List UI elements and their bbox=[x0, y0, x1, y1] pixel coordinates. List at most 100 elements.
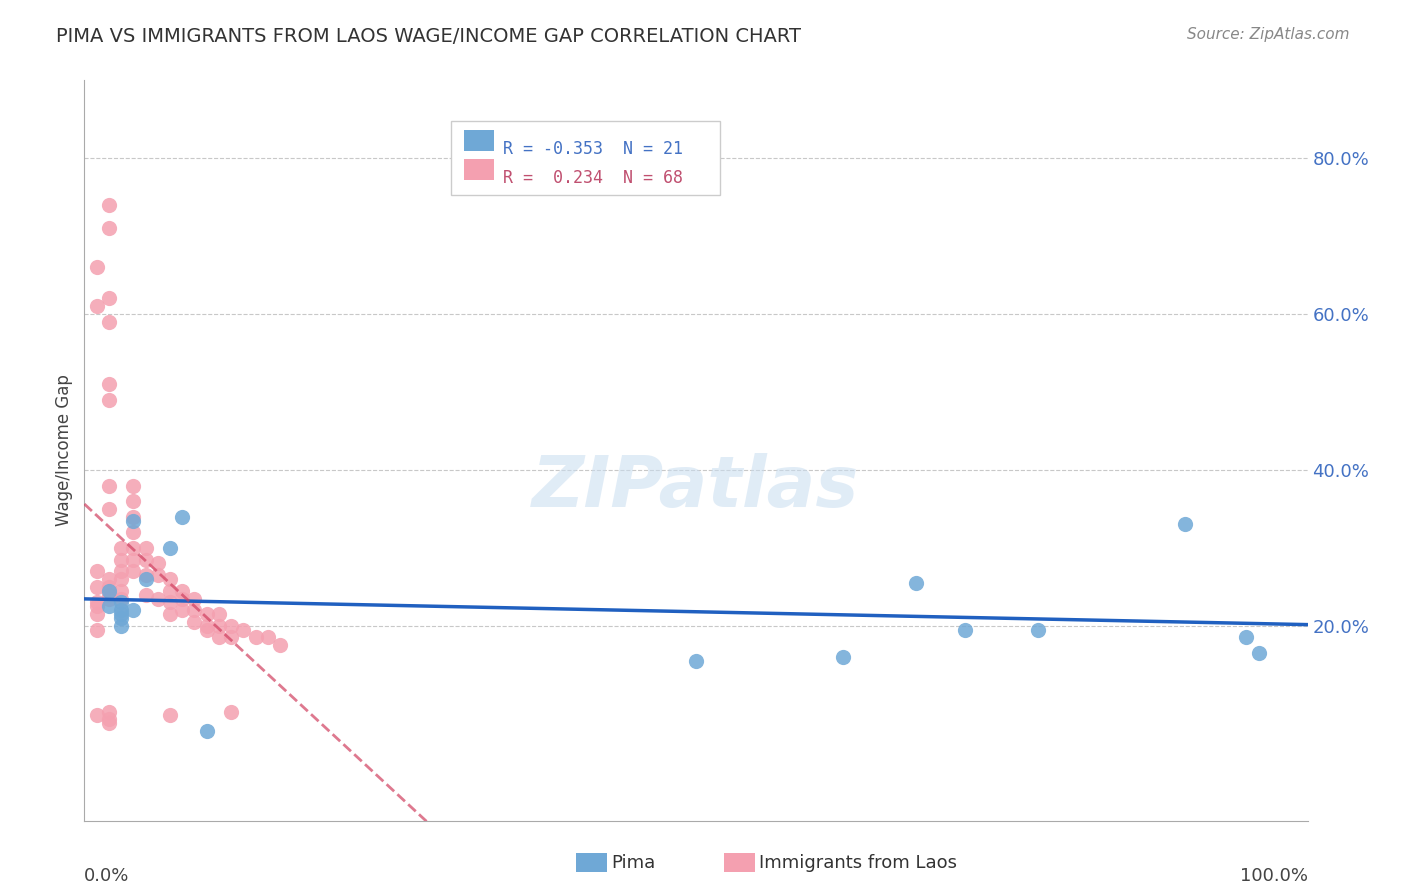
Point bbox=[97, 377, 120, 392]
Point bbox=[110, 603, 132, 617]
Text: 0.0%: 0.0% bbox=[84, 867, 129, 886]
Point bbox=[122, 603, 145, 617]
Point bbox=[135, 541, 157, 555]
Point bbox=[86, 595, 108, 609]
Point bbox=[97, 292, 120, 306]
Point bbox=[1028, 623, 1050, 637]
Text: R =  0.234  N = 68: R = 0.234 N = 68 bbox=[503, 169, 683, 187]
Point bbox=[1174, 517, 1197, 532]
Point bbox=[208, 607, 231, 621]
Point bbox=[146, 568, 169, 582]
Point bbox=[159, 607, 181, 621]
Point bbox=[97, 588, 120, 602]
Point bbox=[172, 603, 194, 617]
Point bbox=[122, 514, 145, 528]
Point bbox=[110, 619, 132, 633]
Point bbox=[122, 552, 145, 566]
Point bbox=[86, 580, 108, 594]
Point bbox=[195, 607, 218, 621]
Point bbox=[257, 631, 280, 645]
Point bbox=[146, 591, 169, 606]
Point bbox=[97, 572, 120, 586]
Point bbox=[219, 631, 242, 645]
Point bbox=[208, 631, 231, 645]
Point bbox=[110, 611, 132, 625]
Point bbox=[97, 705, 120, 719]
Point bbox=[122, 478, 145, 492]
Point bbox=[122, 525, 145, 540]
Text: Pima: Pima bbox=[612, 854, 655, 871]
Point bbox=[172, 509, 194, 524]
Point bbox=[122, 494, 145, 508]
Point bbox=[110, 607, 132, 621]
Point bbox=[86, 299, 108, 313]
Point bbox=[219, 705, 242, 719]
Point bbox=[183, 591, 205, 606]
Point bbox=[110, 552, 132, 566]
Point bbox=[219, 619, 242, 633]
Y-axis label: Wage/Income Gap: Wage/Income Gap bbox=[55, 375, 73, 526]
Point bbox=[245, 631, 267, 645]
Point bbox=[195, 724, 218, 739]
Point bbox=[97, 712, 120, 726]
Point bbox=[86, 564, 108, 578]
Point bbox=[110, 572, 132, 586]
Bar bbox=[464, 130, 494, 151]
Point bbox=[135, 572, 157, 586]
Point bbox=[208, 619, 231, 633]
Point bbox=[97, 221, 120, 235]
Point bbox=[110, 595, 132, 609]
Point bbox=[97, 599, 120, 614]
Point bbox=[97, 315, 120, 329]
Point bbox=[146, 557, 169, 571]
Point bbox=[122, 509, 145, 524]
Text: ZIPatlas: ZIPatlas bbox=[533, 453, 859, 522]
Text: Immigrants from Laos: Immigrants from Laos bbox=[759, 854, 957, 871]
Point bbox=[172, 583, 194, 598]
Point bbox=[269, 638, 291, 652]
Point bbox=[1236, 631, 1258, 645]
Point bbox=[122, 564, 145, 578]
Text: R = -0.353  N = 21: R = -0.353 N = 21 bbox=[503, 139, 683, 158]
Point bbox=[159, 583, 181, 598]
Point bbox=[183, 603, 205, 617]
Point bbox=[831, 650, 853, 665]
Point bbox=[195, 619, 218, 633]
Point bbox=[195, 623, 218, 637]
Point bbox=[159, 708, 181, 723]
Point bbox=[97, 580, 120, 594]
Point bbox=[86, 708, 108, 723]
Point bbox=[135, 568, 157, 582]
Text: Source: ZipAtlas.com: Source: ZipAtlas.com bbox=[1187, 27, 1350, 42]
Bar bbox=[464, 160, 494, 180]
Point bbox=[159, 572, 181, 586]
Point bbox=[172, 591, 194, 606]
Point bbox=[97, 198, 120, 212]
Point bbox=[86, 623, 108, 637]
Point bbox=[97, 583, 120, 598]
Point bbox=[97, 502, 120, 516]
Point bbox=[135, 588, 157, 602]
Point bbox=[183, 615, 205, 629]
Point bbox=[97, 716, 120, 731]
Point bbox=[97, 591, 120, 606]
Point bbox=[110, 564, 132, 578]
Point bbox=[97, 392, 120, 407]
Point bbox=[953, 623, 976, 637]
Point bbox=[905, 576, 928, 591]
Point bbox=[232, 623, 254, 637]
Point bbox=[86, 599, 108, 614]
Point bbox=[122, 541, 145, 555]
FancyBboxPatch shape bbox=[451, 121, 720, 195]
Point bbox=[685, 654, 707, 668]
Point bbox=[1247, 646, 1270, 660]
Point bbox=[135, 552, 157, 566]
Text: 100.0%: 100.0% bbox=[1240, 867, 1308, 886]
Point bbox=[110, 591, 132, 606]
Point bbox=[110, 541, 132, 555]
Point bbox=[159, 541, 181, 555]
Point bbox=[110, 583, 132, 598]
Point bbox=[159, 595, 181, 609]
Point bbox=[86, 607, 108, 621]
Text: PIMA VS IMMIGRANTS FROM LAOS WAGE/INCOME GAP CORRELATION CHART: PIMA VS IMMIGRANTS FROM LAOS WAGE/INCOME… bbox=[56, 27, 801, 45]
